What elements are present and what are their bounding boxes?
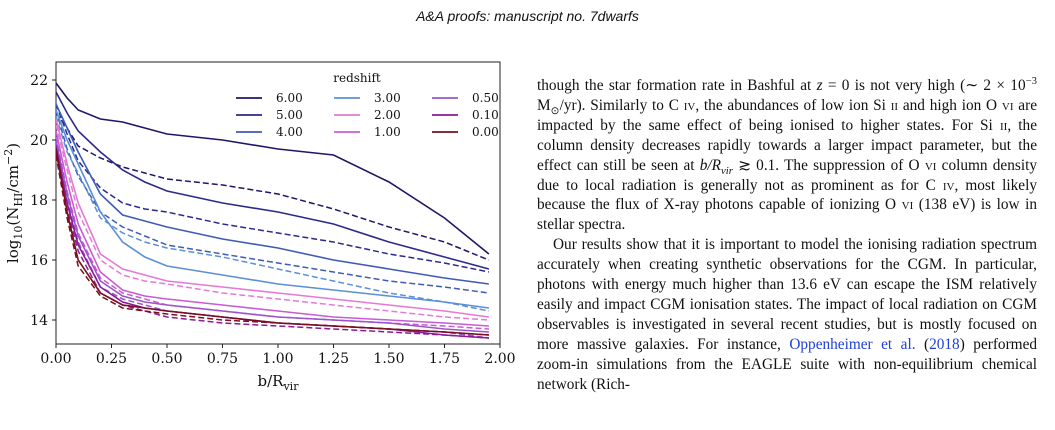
legend-label-5.00: 5.00	[276, 108, 303, 122]
series-dashed-2.00	[56, 124, 489, 321]
series-solid-1.00	[56, 130, 489, 327]
x-tick-label: 2.00	[484, 351, 515, 367]
x-tick-label: 0.00	[40, 351, 71, 367]
x-tick-label: 1.00	[262, 351, 293, 367]
series-solid-2.00	[56, 118, 490, 318]
legend-label-4.00: 4.00	[276, 125, 303, 139]
legend-label-1.00: 1.00	[374, 125, 401, 139]
paragraph-1: though the star formation rate in Bashfu…	[537, 74, 1037, 234]
legend-label-6.00: 6.00	[276, 91, 303, 105]
paragraph-2: Our results show that it is important to…	[537, 236, 1038, 393]
legend-label-2.00: 2.00	[374, 108, 401, 122]
x-tick-label: 1.75	[429, 351, 460, 367]
series-dashed-0.10	[56, 151, 489, 339]
y-tick-label: 16	[30, 253, 48, 269]
y-tick-label: 20	[30, 133, 48, 149]
column-density-chart: 0.00 0.25 0.50 0.75 1.00 1.25 1.50 1.75 2.00 14 16…	[2, 61, 516, 393]
series-solid-3.00	[56, 109, 490, 309]
legend-label-0.00: 0.00	[472, 125, 499, 139]
series-solid-6.00	[56, 82, 490, 255]
legend-label-0.10: 0.10	[472, 108, 499, 122]
legend-title: redshift	[333, 71, 381, 85]
citation-link-oppenheimer[interactable]: Oppenheimer et al.	[789, 335, 916, 353]
series-solid-0.50	[56, 139, 489, 333]
y-tick-label: 18	[30, 193, 48, 209]
series-dashed-3.00	[56, 115, 490, 312]
x-tick-label: 1.25	[318, 351, 349, 367]
x-tick-label: 0.50	[151, 351, 182, 367]
series-solid-0.00	[56, 148, 489, 336]
column-density-figure: 0.00 0.25 0.50 0.75 1.00 1.25 1.50 1.75 2.00 14 16…	[0, 52, 520, 430]
y-tick-label: 14	[30, 313, 48, 329]
series-solid-4.00	[56, 103, 490, 285]
series-solid-5.00	[56, 91, 490, 270]
text-column: though the star formation rate in Bashfu…	[537, 76, 1037, 395]
x-tick-label: 0.25	[96, 351, 127, 367]
legend-label-0.50: 0.50	[472, 91, 499, 105]
y-tick-label: 22	[30, 73, 48, 89]
running-head: A&A proofs: manuscript no. 7dwarfs	[416, 8, 639, 24]
legend-label-3.00: 3.00	[374, 91, 401, 105]
x-tick-label: 0.75	[207, 351, 238, 367]
y-axis-label: log10(NHI/cm−2)	[2, 143, 25, 263]
x-tick-label: 1.50	[373, 351, 404, 367]
citation-link-year[interactable]: 2018	[929, 335, 960, 353]
series-dashed-6.00	[56, 112, 490, 261]
x-axis-label: b/Rvir	[258, 372, 300, 393]
